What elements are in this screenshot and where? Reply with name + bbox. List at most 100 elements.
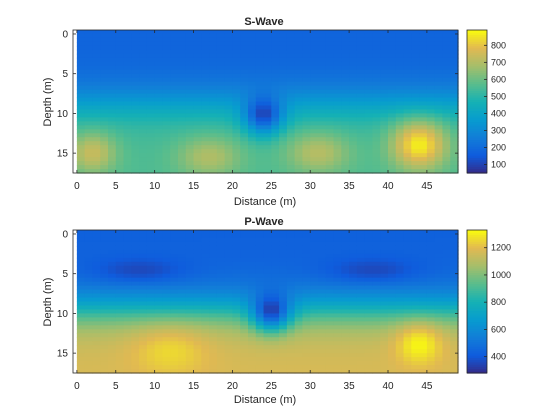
heatmap-cell	[380, 233, 389, 239]
heatmap-cell	[325, 117, 335, 122]
heatmap-cell	[286, 93, 296, 99]
heatmap-cell	[139, 169, 148, 174]
colorbar-strip	[467, 56, 487, 60]
heatmap-cell	[263, 365, 272, 370]
heatmap-cell	[364, 289, 374, 295]
heatmap-cell	[411, 309, 420, 315]
heatmap-cell	[139, 49, 148, 55]
heatmap-cell	[123, 297, 132, 303]
heatmap-cell	[232, 305, 241, 311]
heatmap-cell	[255, 269, 265, 275]
heatmap-cell	[434, 249, 444, 255]
heatmap-cell	[123, 97, 132, 103]
heatmap-cell	[185, 273, 195, 279]
heatmap-cell	[419, 133, 428, 138]
heatmap-cell	[154, 45, 164, 51]
heatmap-cell	[154, 169, 164, 174]
heatmap-cell	[349, 101, 358, 107]
heatmap-cell	[318, 45, 327, 51]
heatmap-cell	[310, 341, 319, 346]
heatmap-cell	[263, 293, 272, 299]
heatmap-cell	[318, 341, 327, 346]
heatmap-cell	[92, 37, 101, 43]
heatmap-cell	[286, 69, 296, 75]
heatmap-cell	[426, 133, 436, 138]
heatmap-cell	[216, 281, 226, 287]
heatmap-cell	[115, 77, 125, 83]
heatmap-cell	[426, 361, 436, 366]
heatmap-cell	[349, 93, 358, 99]
colorbar-strip	[467, 72, 487, 76]
heatmap-cell	[426, 301, 436, 307]
heatmap-cell	[442, 349, 451, 354]
heatmap-cell	[403, 289, 412, 295]
heatmap-cell	[108, 333, 117, 338]
heatmap-cell	[395, 105, 405, 111]
heatmap-cell	[263, 45, 272, 51]
heatmap-cell	[434, 85, 444, 91]
heatmap-cell	[294, 357, 304, 362]
heatmap-cell	[419, 57, 428, 63]
heatmap-cell	[325, 113, 335, 118]
heatmap-cell	[450, 325, 459, 330]
heatmap-cell	[92, 289, 101, 295]
heatmap-cell	[115, 145, 125, 150]
heatmap-cell	[349, 241, 358, 247]
heatmap-cell	[263, 49, 272, 55]
heatmap-cell	[341, 253, 350, 259]
heatmap-cell	[170, 37, 179, 43]
heatmap-cell	[279, 113, 288, 118]
heatmap-cell	[403, 257, 412, 263]
heatmap-cell	[92, 157, 101, 162]
colorbar-strip	[467, 52, 487, 56]
heatmap-cell	[333, 313, 342, 318]
heatmap-cell	[100, 321, 109, 326]
heatmap-cell	[450, 101, 459, 107]
heatmap-cell	[388, 289, 397, 295]
heatmap-cell	[310, 230, 319, 235]
heatmap-cell	[310, 105, 319, 111]
heatmap-cell	[185, 153, 195, 158]
heatmap-cell	[240, 93, 249, 99]
heatmap-cell	[248, 349, 257, 354]
heatmap-cell	[232, 309, 241, 315]
heatmap-cell	[248, 30, 257, 35]
heatmap-cell	[426, 309, 436, 315]
heatmap-cell	[325, 329, 335, 334]
heatmap-cell	[255, 353, 265, 358]
heatmap-cell	[380, 313, 389, 318]
heatmap-cell	[263, 129, 272, 134]
heatmap-cell	[100, 109, 109, 115]
heatmap-cell	[76, 273, 86, 279]
heatmap-cell	[294, 293, 304, 299]
heatmap-cell	[356, 313, 366, 318]
heatmap-cell	[154, 269, 164, 275]
colorbar-tick-label: 500	[491, 91, 506, 101]
heatmap-cell	[302, 329, 311, 334]
heatmap-cell	[411, 81, 420, 87]
heatmap-cell	[84, 361, 94, 366]
heatmap-cell	[139, 233, 148, 239]
heatmap-cell	[84, 345, 94, 350]
heatmap-cell	[349, 73, 358, 79]
heatmap-cell	[388, 281, 397, 287]
x-tick-label: 35	[344, 181, 356, 192]
heatmap-cell	[341, 305, 350, 311]
heatmap-cell	[403, 41, 412, 47]
heatmap-cell	[100, 297, 109, 303]
heatmap-cell	[76, 301, 86, 307]
heatmap-cell	[372, 165, 381, 170]
heatmap-cell	[279, 137, 288, 142]
heatmap-cell	[395, 113, 405, 118]
heatmap-cell	[162, 30, 171, 35]
heatmap-cell	[271, 133, 280, 138]
heatmap-cell	[434, 117, 444, 122]
heatmap-cell	[325, 41, 335, 47]
heatmap-cell	[263, 30, 272, 35]
heatmap-cell	[115, 153, 125, 158]
heatmap-cell	[271, 81, 280, 87]
heatmap-cell	[178, 230, 187, 235]
heatmap-cell	[170, 113, 179, 118]
